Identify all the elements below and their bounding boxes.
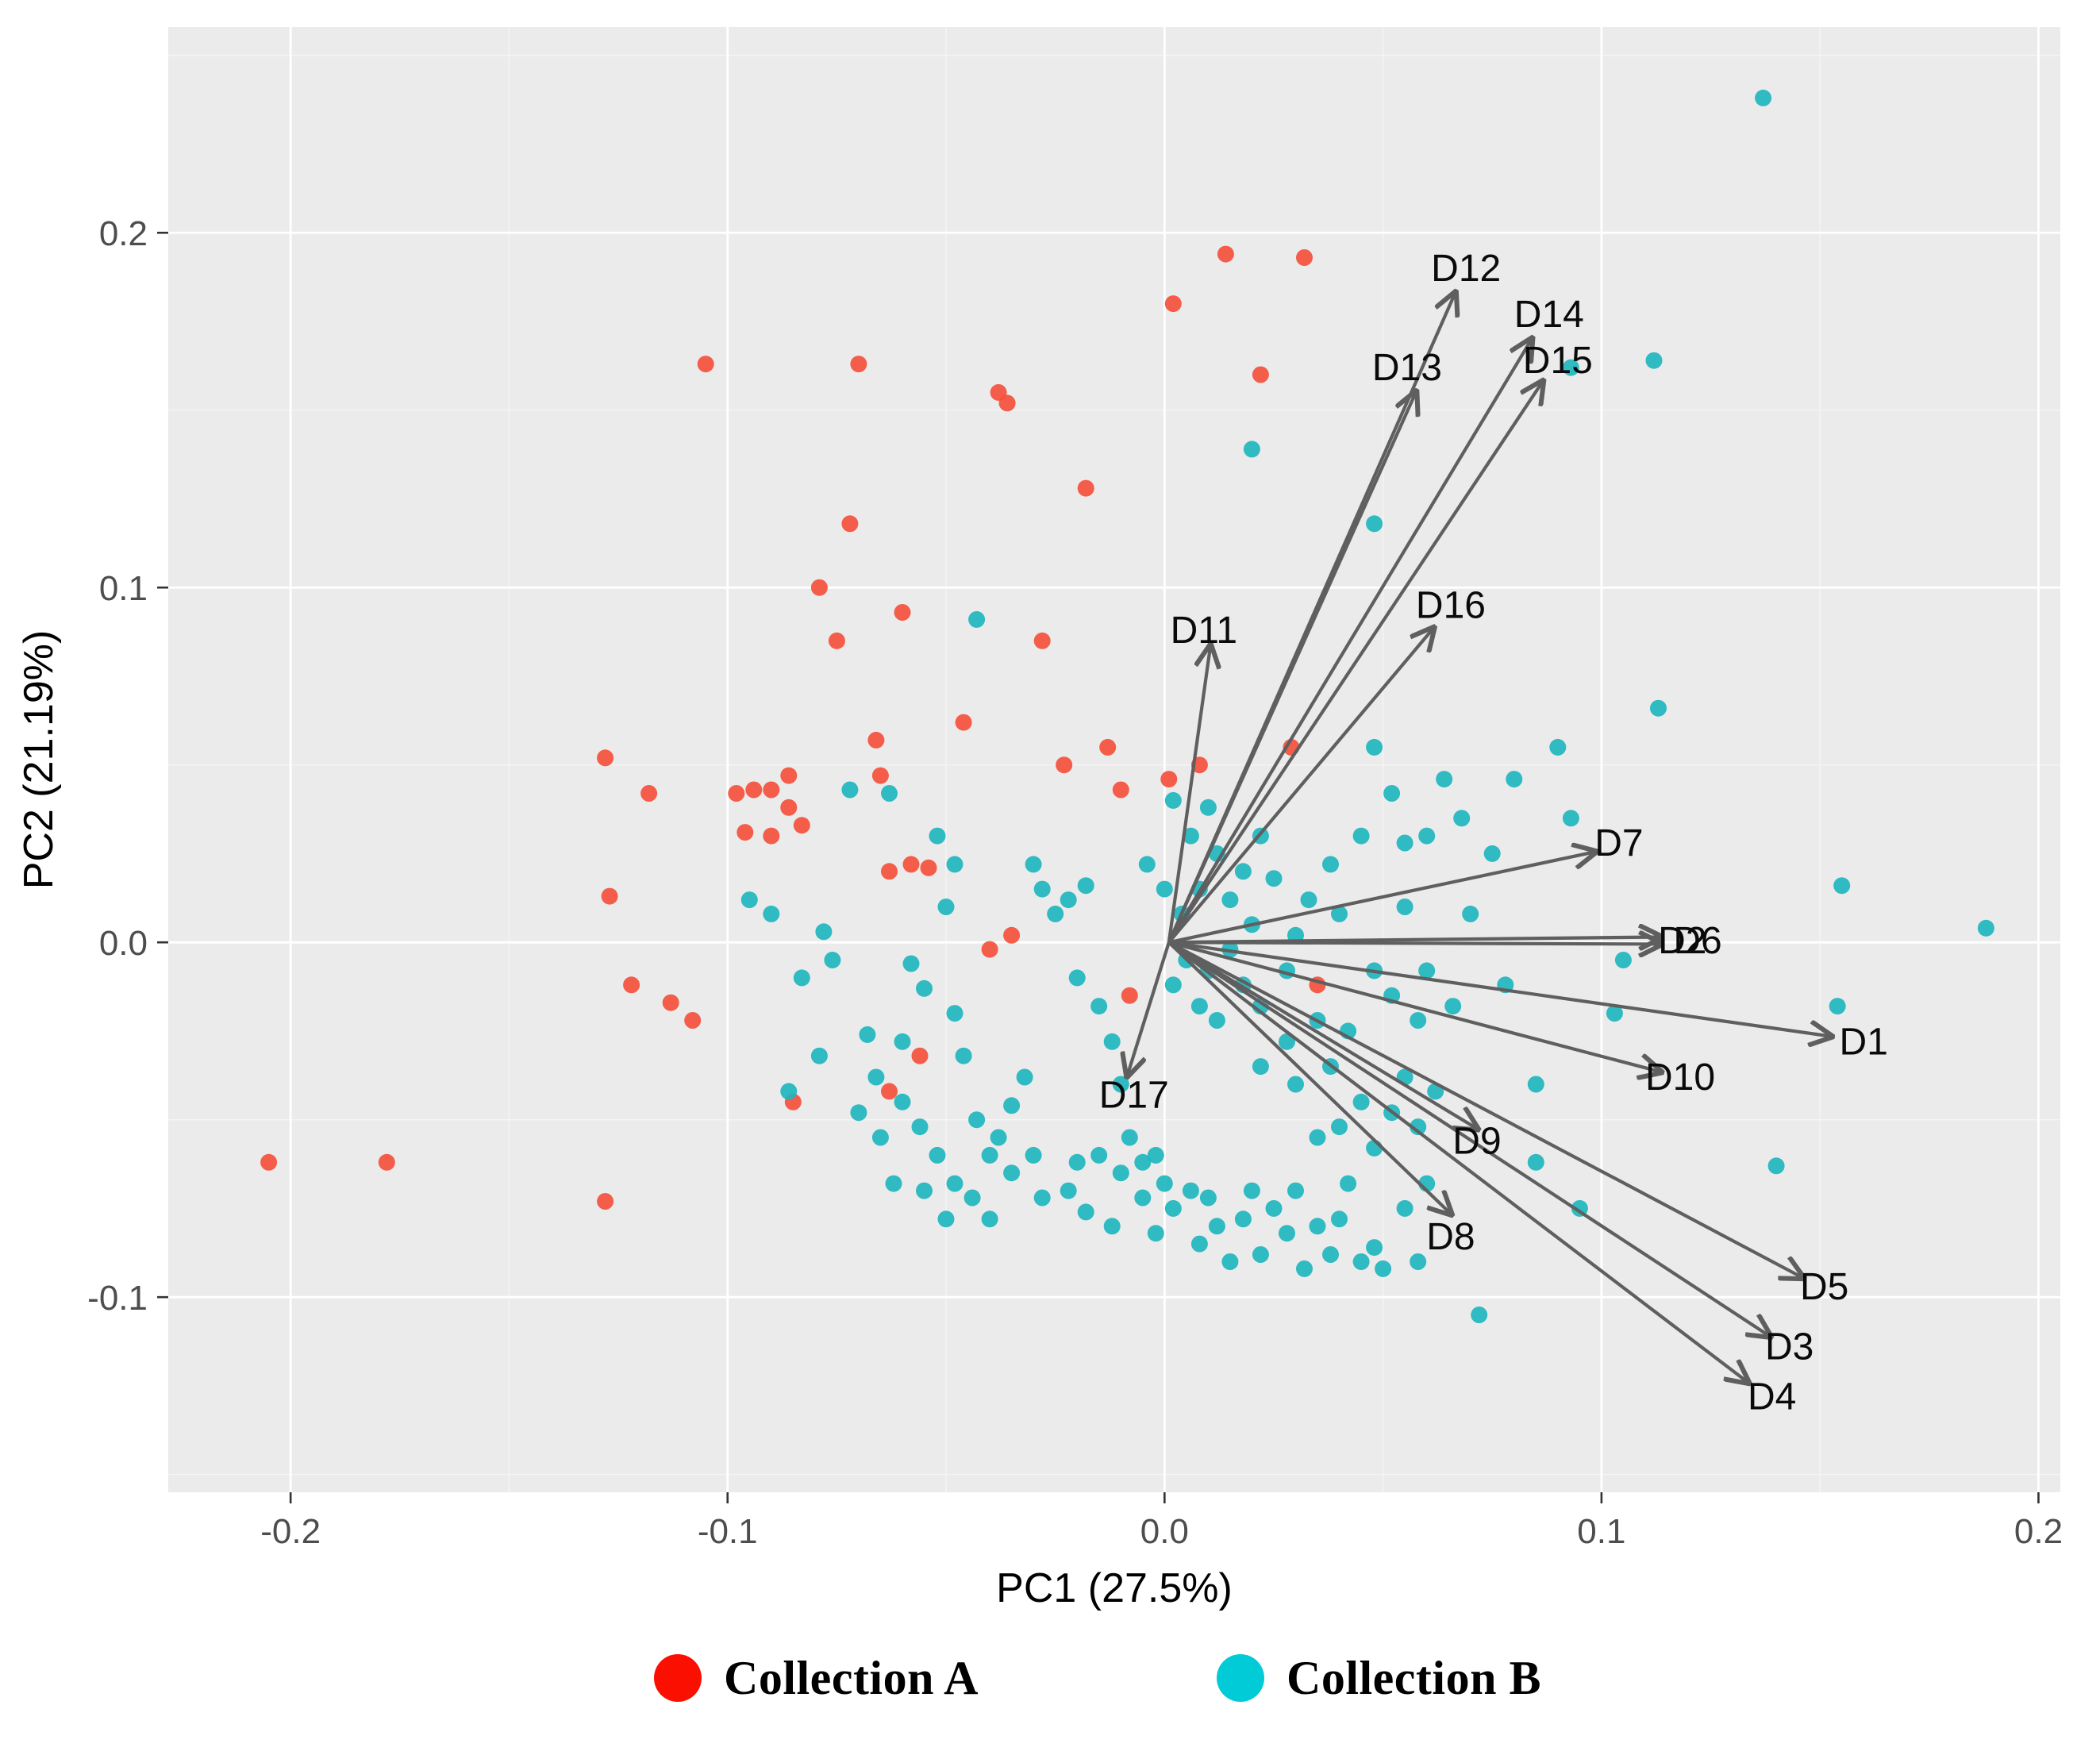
loading-label-d14: D14 xyxy=(1514,294,1584,336)
legend-item-collection-b: Collection B xyxy=(1217,1651,1541,1706)
loading-label-d10: D10 xyxy=(1645,1056,1715,1099)
loading-label-d1: D1 xyxy=(1840,1021,1888,1063)
x-tick-label: -0.1 xyxy=(698,1512,758,1551)
x-tick-label: 0.2 xyxy=(2014,1512,2063,1551)
loading-arrows xyxy=(1128,293,1831,1382)
loading-label-d16: D16 xyxy=(1416,585,1486,627)
loading-label-d17: D17 xyxy=(1099,1074,1169,1116)
loading-label-d4: D4 xyxy=(1748,1376,1796,1418)
legend-label-collection-b: Collection B xyxy=(1287,1651,1541,1704)
x-tick-label: 0.0 xyxy=(1140,1512,1189,1551)
loading-label-d13: D13 xyxy=(1372,347,1442,389)
y-tick-label: -0.1 xyxy=(87,1279,148,1318)
scatter-plot: -0.2 -0.1 0.0 0.1 0.2 -0.1 0.0 0.1 0.2 D1 D2 D6 D3 D4… xyxy=(16,27,2063,1611)
plot-panel xyxy=(168,27,2060,1492)
x-axis: -0.2 -0.1 0.0 0.1 0.2 xyxy=(260,1492,2063,1551)
y-axis-title: PC2 (21.19%) xyxy=(16,630,62,890)
loading-label-d3: D3 xyxy=(1765,1326,1813,1368)
loading-label-d8: D8 xyxy=(1426,1216,1475,1258)
loading-label-d6: D6 xyxy=(1673,920,1721,962)
points-collection-a xyxy=(260,245,1326,1210)
loading-label-d7: D7 xyxy=(1594,822,1643,864)
legend-swatch-collection-b-icon xyxy=(1217,1654,1264,1702)
y-tick-label: 0.0 xyxy=(99,924,148,963)
x-tick-label: -0.2 xyxy=(260,1512,321,1551)
loading-label-d12: D12 xyxy=(1431,248,1501,290)
loading-label-d9: D9 xyxy=(1452,1120,1501,1162)
y-tick-label: 0.2 xyxy=(99,214,148,253)
legend: Collection A Collection B xyxy=(48,1615,2100,1742)
x-axis-title: PC1 (27.5%) xyxy=(996,1565,1233,1611)
x-tick-label: 0.1 xyxy=(1577,1512,1625,1551)
legend-item-collection-a: Collection A xyxy=(654,1651,979,1706)
loading-label-d2: D2 xyxy=(1658,920,1706,962)
loading-label-d5: D5 xyxy=(1800,1266,1848,1308)
loading-label-d11: D11 xyxy=(1171,610,1238,652)
y-tick-label: 0.1 xyxy=(99,569,148,608)
y-axis: -0.1 0.0 0.1 0.2 xyxy=(87,214,168,1318)
legend-label-collection-a: Collection A xyxy=(724,1651,979,1704)
loading-label-d15: D15 xyxy=(1523,340,1593,382)
legend-swatch-collection-a-icon xyxy=(654,1654,702,1702)
